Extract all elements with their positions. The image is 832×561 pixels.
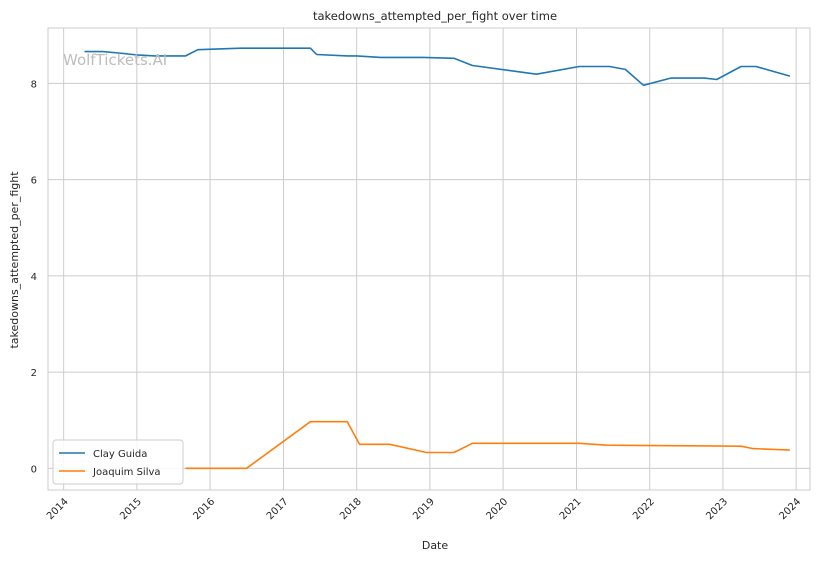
x-tick-label-2024: 2024 bbox=[778, 496, 804, 522]
legend-label-joaquim-silva: Joaquim Silva bbox=[92, 467, 161, 478]
y-tick-label-2: 2 bbox=[31, 368, 37, 379]
watermark: WolfTickets.AI bbox=[63, 51, 167, 69]
chart-title: takedowns_attempted_per_fight over time bbox=[313, 9, 557, 23]
y-tick-label-4: 4 bbox=[31, 272, 37, 283]
x-axis-label: Date bbox=[422, 539, 449, 552]
x-tick-label-2021: 2021 bbox=[558, 496, 584, 522]
x-ticks: 2014 2015 2016 2017 2018 2019 2020 2021 2022 2023… bbox=[45, 496, 803, 522]
x-tick-label-2014: 2014 bbox=[45, 496, 71, 522]
y-axis-label: takedowns_attempted_per_fight bbox=[8, 171, 21, 349]
x-tick-label-2022: 2022 bbox=[631, 496, 657, 522]
x-tick-label-2019: 2019 bbox=[411, 496, 437, 522]
x-tick-label-2020: 2020 bbox=[484, 496, 510, 522]
series-line-joaquim-silva bbox=[185, 420, 790, 470]
series-lines bbox=[84, 47, 791, 470]
y-tick-label-6: 6 bbox=[31, 176, 37, 187]
legend-box bbox=[52, 439, 184, 485]
series-line-clay-guida bbox=[84, 47, 791, 87]
x-tick-label-2017: 2017 bbox=[265, 496, 291, 522]
x-tick-label-2015: 2015 bbox=[118, 496, 144, 522]
legend-label-clay-guida: Clay Guida bbox=[93, 449, 147, 460]
y-tick-label-0: 0 bbox=[31, 464, 37, 475]
x-tick-label-2018: 2018 bbox=[338, 496, 364, 522]
x-tick-label-2016: 2016 bbox=[191, 496, 217, 522]
y-ticks: 0 2 4 6 8 bbox=[31, 79, 37, 475]
x-tick-label-2023: 2023 bbox=[704, 496, 730, 522]
legend: Clay Guida Joaquim Silva bbox=[52, 439, 184, 485]
plot-background bbox=[47, 27, 811, 491]
y-tick-label-8: 8 bbox=[31, 79, 37, 90]
